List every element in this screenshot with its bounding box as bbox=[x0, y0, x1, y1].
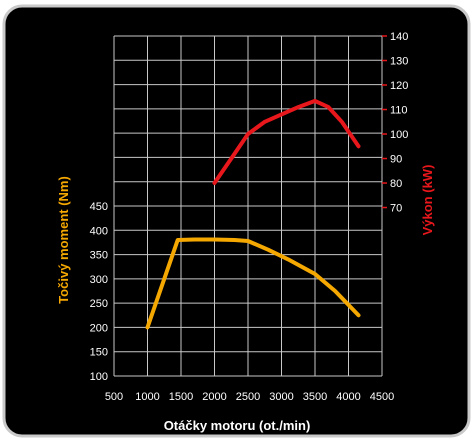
y2-tick-label-1: 80 bbox=[390, 178, 402, 190]
y2-tick-label-4: 110 bbox=[390, 105, 408, 117]
x-tick-label-5: 3000 bbox=[269, 391, 293, 403]
y-tick-label-6: 400 bbox=[90, 225, 108, 237]
y-tick-label-3: 250 bbox=[90, 298, 108, 310]
x-tick-label-1: 1000 bbox=[135, 391, 159, 403]
y-tick-label-1: 150 bbox=[90, 347, 108, 359]
x-axis-ticks: 500 1000 1500 2000 2500 3000 3500 4000 4500 bbox=[105, 391, 394, 403]
grid bbox=[113, 35, 383, 377]
y-tick-label-4: 300 bbox=[90, 274, 108, 286]
panel-background bbox=[2, 4, 471, 438]
y-tick-label-2: 200 bbox=[90, 322, 108, 334]
y2-tick-label-3: 100 bbox=[390, 129, 408, 141]
x-tick-label-8: 4500 bbox=[370, 391, 394, 403]
y2-tick-label-0: 70 bbox=[390, 203, 402, 215]
y-axis-left-label: Točivý moment (Nm) bbox=[56, 176, 71, 304]
x-tick-label-4: 2500 bbox=[236, 391, 260, 403]
y2-tick-label-6: 130 bbox=[390, 56, 408, 68]
x-axis-label: Otáčky motoru (ot./min) bbox=[164, 418, 311, 433]
y-tick-label-7: 450 bbox=[90, 201, 108, 213]
x-tick-label-6: 3500 bbox=[303, 391, 327, 403]
x-tick-label-0: 500 bbox=[105, 391, 123, 403]
series-power-line bbox=[212, 98, 361, 185]
y2-tick-label-2: 90 bbox=[390, 154, 402, 166]
series-torque-line bbox=[145, 237, 361, 330]
y-axis-right-ticks: 70 80 90 100 110 120 130 140 bbox=[382, 31, 408, 215]
x-tick-label-2: 1500 bbox=[169, 391, 193, 403]
y-tick-label-5: 350 bbox=[90, 250, 108, 262]
y2-tick-label-7: 140 bbox=[390, 31, 408, 43]
y-axis-left-ticks: 100 150 200 250 300 350 400 450 bbox=[90, 201, 108, 383]
y2-tick-label-5: 120 bbox=[390, 80, 408, 92]
y-tick-label-0: 100 bbox=[90, 371, 108, 383]
x-tick-label-3: 2000 bbox=[202, 391, 226, 403]
y-axis-right-label: Výkon (kW) bbox=[420, 165, 435, 236]
series-group bbox=[145, 98, 361, 330]
x-tick-label-7: 4000 bbox=[336, 391, 360, 403]
